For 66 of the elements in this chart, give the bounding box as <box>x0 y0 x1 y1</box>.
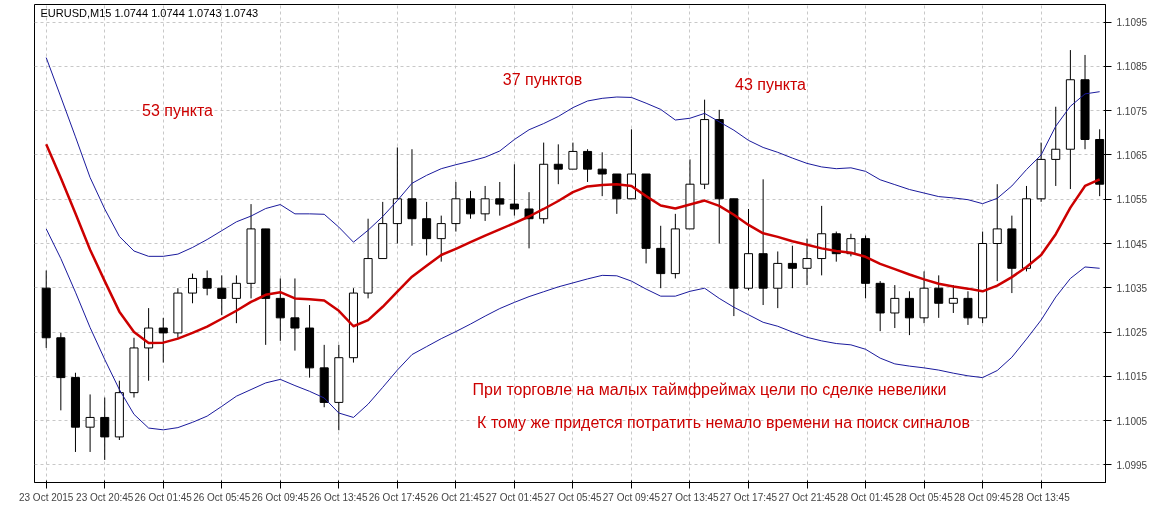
candlestick <box>85 393 95 453</box>
candlestick <box>1051 106 1061 187</box>
candlestick <box>890 284 900 329</box>
candlestick <box>802 238 812 286</box>
candlestick <box>934 274 944 319</box>
x-tick-label: 26 Oct 13:45 <box>310 491 368 503</box>
x-tick-label: 26 Oct 05:45 <box>193 491 251 503</box>
candlestick <box>187 273 198 304</box>
x-tick-label: 27 Oct 21:45 <box>778 491 837 503</box>
annotation: 43 пункта <box>735 76 807 93</box>
x-tick-label: 23 Oct 2015 <box>18 491 74 503</box>
y-tick-label: 1.1075 <box>1116 105 1148 117</box>
candlestick <box>100 397 110 461</box>
x-tick-label: 27 Oct 17:45 <box>719 491 778 503</box>
candlestick <box>202 270 212 296</box>
candlestick <box>509 163 519 217</box>
x-tick-label: 27 Oct 13:45 <box>661 491 720 503</box>
annotation: 53 пункта <box>142 102 214 119</box>
candlestick <box>231 274 241 324</box>
x-tick-label: 26 Oct 17:45 <box>368 491 427 503</box>
x-tick-label: 28 Oct 01:45 <box>836 491 895 503</box>
candlestick <box>465 190 476 220</box>
y-tick-label: 1.1065 <box>1116 149 1148 161</box>
candlestick <box>436 215 446 263</box>
y-tick-label: 1.1095 <box>1116 17 1148 29</box>
y-tick-label: 1.1055 <box>1116 194 1148 206</box>
chart-title: EURUSD,M15 1.0744 1.0744 1.0743 1.0743 <box>40 6 259 19</box>
y-tick-label: 1.1015 <box>1116 371 1148 383</box>
candlestick <box>597 151 607 197</box>
x-tick-label: 28 Oct 09:45 <box>953 491 1012 503</box>
candlestick <box>407 148 417 247</box>
candlestick <box>583 148 593 183</box>
candlestick <box>568 142 578 170</box>
candlestick <box>495 181 505 217</box>
candlestick <box>144 307 154 382</box>
x-tick-label: 27 Oct 09:45 <box>602 491 661 503</box>
candlestick <box>480 185 490 222</box>
candlestick <box>963 290 973 326</box>
line-series <box>45 228 1101 431</box>
y-tick-label: 1.1005 <box>1116 415 1148 427</box>
line-series <box>45 57 1101 257</box>
y-tick-label: 1.1025 <box>1116 327 1148 339</box>
x-tick-label: 26 Oct 21:45 <box>427 491 485 503</box>
candlestick <box>904 290 914 336</box>
candlestick <box>290 277 300 352</box>
x-tick-label: 27 Oct 05:45 <box>544 491 602 503</box>
candlestick <box>553 143 563 185</box>
x-tick-label: 28 Oct 13:45 <box>1012 491 1071 503</box>
candlestick <box>217 274 227 316</box>
x-tick-label: 26 Oct 01:45 <box>134 491 193 503</box>
annotation: 37 пунктов <box>502 71 583 88</box>
x-tick-label: 27 Oct 01:45 <box>485 491 544 503</box>
x-tick-label: 26 Oct 09:45 <box>251 491 310 503</box>
y-tick-label: 1.1085 <box>1116 61 1148 73</box>
y-tick-label: 1.1035 <box>1116 282 1148 294</box>
annotation: К тому же придется потратить немало времени на поиск сигналов <box>477 414 970 431</box>
candlestick <box>422 201 432 256</box>
candlestick <box>158 317 168 364</box>
candlestick <box>992 183 1002 282</box>
y-tick-label: 1.1045 <box>1116 238 1148 250</box>
candlestick <box>787 245 797 289</box>
x-tick-label: 23 Oct 20:45 <box>76 491 134 503</box>
annotation: При торговле на малых таймфреймах цели по сделке невелики <box>472 381 947 398</box>
candlestick <box>275 277 285 342</box>
y-tick-label: 1.0995 <box>1116 459 1148 471</box>
x-tick-label: 28 Oct 05:45 <box>895 491 954 503</box>
